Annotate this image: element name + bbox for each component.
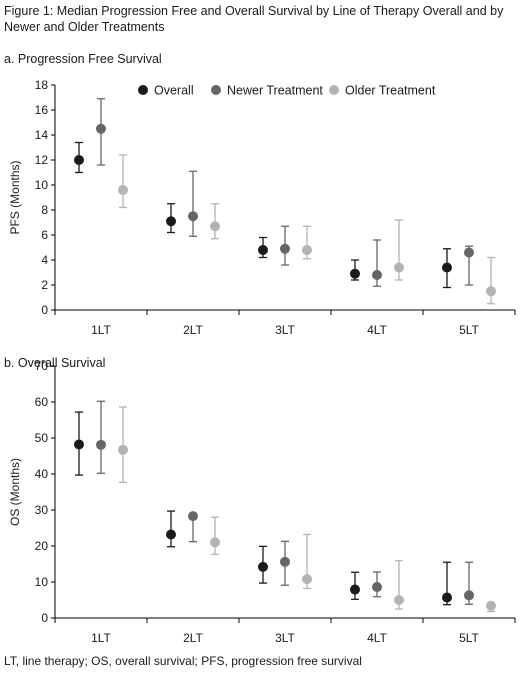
x-tick-label: 2LT bbox=[183, 323, 203, 334]
data-point bbox=[464, 247, 474, 258]
data-point bbox=[210, 221, 220, 232]
x-tick-label: 3LT bbox=[275, 631, 295, 645]
data-point bbox=[372, 582, 382, 593]
x-tick-label: 3LT bbox=[275, 323, 295, 334]
y-tick-label: 0 bbox=[41, 611, 48, 625]
y-tick-label: 6 bbox=[41, 228, 48, 242]
data-point bbox=[74, 155, 84, 165]
figure-title: Figure 1: Median Progression Free and Ov… bbox=[4, 4, 504, 34]
pfs-chart: 0 2 4 6 8 10 12 14 16 18 PFS (Months) 1LT 2LT 3LT 4LT 5… bbox=[8, 78, 516, 334]
legend-label: Newer Treatment bbox=[227, 84, 323, 98]
data-point bbox=[118, 444, 128, 455]
data-point bbox=[394, 262, 404, 273]
panel-b-label: b. Overall Survival bbox=[4, 356, 106, 370]
x-tick-label: 2LT bbox=[183, 631, 203, 645]
panel-a-label: a. Progression Free Survival bbox=[4, 52, 162, 66]
data-point bbox=[96, 439, 106, 450]
y-tick-label: 18 bbox=[35, 78, 49, 92]
y-tick-label: 0 bbox=[41, 303, 48, 317]
os-chart: 0 10 20 30 40 50 60 70 OS (Months) 1LT 2LT 3LT 4LT 5L… bbox=[8, 359, 516, 645]
legend-marker bbox=[211, 85, 221, 95]
legend-label: Older Treatment bbox=[345, 84, 436, 98]
y-tick-label: 2 bbox=[41, 278, 48, 292]
legend-marker bbox=[329, 85, 339, 95]
data-point bbox=[442, 592, 452, 603]
data-point bbox=[280, 556, 290, 567]
data-point bbox=[464, 590, 474, 601]
data-point bbox=[394, 595, 404, 605]
legend: Overall Newer Treatment Older Treatment bbox=[138, 84, 436, 98]
data-point bbox=[258, 245, 268, 255]
y-tick-label: 60 bbox=[35, 395, 49, 409]
data-point bbox=[372, 270, 382, 280]
data-point bbox=[96, 123, 106, 134]
data-point bbox=[486, 286, 496, 297]
y-tick-label: 20 bbox=[35, 539, 49, 553]
x-tick-label: 1LT bbox=[91, 631, 111, 645]
y-tick-label: 4 bbox=[41, 253, 48, 267]
x-tick-label: 4LT bbox=[367, 323, 387, 334]
y-tick-label: 16 bbox=[35, 103, 49, 117]
data-point bbox=[280, 243, 290, 254]
data-point bbox=[188, 511, 198, 522]
x-tick-label: 4LT bbox=[367, 631, 387, 645]
data-point bbox=[302, 245, 312, 255]
y-axis-title: OS (Months) bbox=[8, 458, 22, 526]
data-point bbox=[166, 216, 176, 227]
data-point bbox=[350, 268, 360, 279]
y-tick-label: 50 bbox=[35, 431, 49, 445]
y-tick-label: 70 bbox=[35, 359, 49, 373]
data-point bbox=[188, 211, 198, 222]
legend-label: Overall bbox=[154, 84, 194, 98]
legend-marker bbox=[138, 85, 148, 95]
data-point bbox=[118, 185, 128, 195]
data-point bbox=[210, 537, 220, 548]
y-axis-title: PFS (Months) bbox=[8, 160, 22, 234]
data-point bbox=[74, 439, 84, 450]
y-tick-label: 12 bbox=[35, 153, 49, 167]
data-point bbox=[350, 584, 360, 595]
x-tick-label: 5LT bbox=[459, 631, 479, 645]
y-tick-label: 14 bbox=[35, 128, 49, 142]
y-tick-label: 8 bbox=[41, 203, 48, 217]
data-point bbox=[302, 574, 312, 585]
y-tick-label: 30 bbox=[35, 503, 49, 517]
x-tick-label: 5LT bbox=[459, 323, 479, 334]
y-tick-label: 10 bbox=[35, 178, 49, 192]
y-tick-label: 40 bbox=[35, 467, 49, 481]
data-point bbox=[258, 561, 268, 572]
x-tick-label: 1LT bbox=[91, 323, 111, 334]
data-point bbox=[442, 262, 452, 273]
data-point bbox=[486, 600, 496, 611]
footnote: LT, line therapy; OS, overall survival; … bbox=[4, 654, 362, 668]
y-tick-label: 10 bbox=[35, 575, 49, 589]
data-point bbox=[166, 529, 176, 540]
